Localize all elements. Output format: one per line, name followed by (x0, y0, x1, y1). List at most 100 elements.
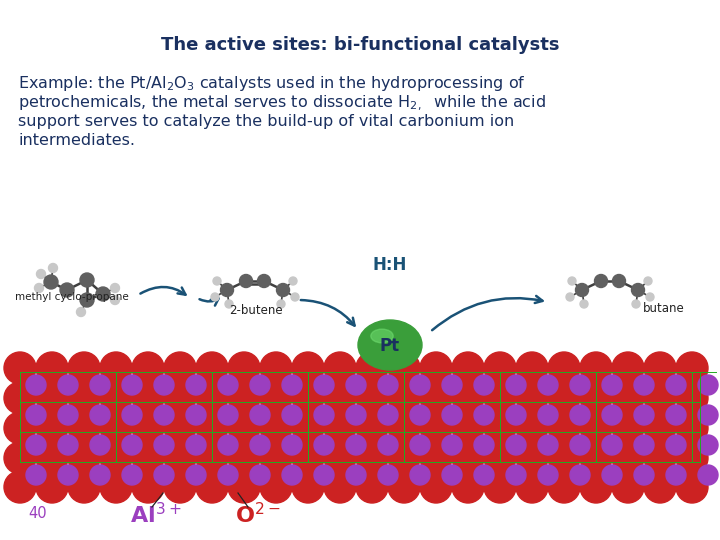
Circle shape (48, 264, 58, 273)
Circle shape (164, 352, 196, 384)
Circle shape (196, 442, 228, 474)
Circle shape (164, 442, 196, 474)
Circle shape (666, 465, 686, 485)
Text: methyl cyclo-propane: methyl cyclo-propane (15, 292, 129, 302)
Circle shape (644, 471, 676, 503)
Circle shape (324, 352, 356, 384)
Circle shape (292, 412, 324, 444)
Circle shape (388, 471, 420, 503)
Circle shape (388, 352, 420, 384)
Circle shape (346, 465, 366, 485)
Circle shape (154, 375, 174, 395)
Circle shape (420, 412, 452, 444)
Text: H:H: H:H (373, 256, 408, 274)
Circle shape (228, 471, 260, 503)
Circle shape (452, 352, 484, 384)
Circle shape (410, 435, 430, 455)
Circle shape (100, 352, 132, 384)
Circle shape (602, 435, 622, 455)
Circle shape (644, 412, 676, 444)
Circle shape (644, 352, 676, 384)
Circle shape (196, 412, 228, 444)
Text: O$^{2-}$: O$^{2-}$ (235, 502, 280, 528)
Circle shape (282, 405, 302, 425)
Circle shape (90, 375, 110, 395)
Circle shape (570, 405, 590, 425)
Circle shape (228, 442, 260, 474)
Circle shape (132, 412, 164, 444)
Circle shape (484, 382, 516, 414)
Circle shape (96, 287, 110, 301)
Circle shape (378, 405, 398, 425)
Circle shape (612, 471, 644, 503)
Circle shape (538, 375, 558, 395)
Circle shape (220, 284, 233, 296)
Circle shape (676, 442, 708, 474)
Circle shape (516, 412, 548, 444)
Circle shape (132, 471, 164, 503)
Circle shape (595, 274, 608, 287)
Circle shape (100, 412, 132, 444)
Circle shape (388, 412, 420, 444)
Circle shape (258, 274, 271, 287)
Circle shape (218, 375, 238, 395)
Circle shape (68, 352, 100, 384)
Circle shape (516, 382, 548, 414)
Circle shape (548, 352, 580, 384)
Circle shape (613, 274, 626, 287)
Circle shape (4, 352, 36, 384)
Circle shape (122, 435, 142, 455)
Circle shape (666, 435, 686, 455)
Circle shape (4, 412, 36, 444)
Circle shape (68, 471, 100, 503)
Circle shape (698, 435, 718, 455)
Text: intermediates.: intermediates. (18, 133, 135, 148)
Circle shape (132, 352, 164, 384)
Circle shape (516, 471, 548, 503)
Circle shape (260, 382, 292, 414)
Circle shape (356, 352, 388, 384)
Text: Pt: Pt (380, 337, 400, 355)
Circle shape (442, 465, 462, 485)
Circle shape (484, 471, 516, 503)
Circle shape (506, 375, 526, 395)
Circle shape (164, 412, 196, 444)
Ellipse shape (371, 329, 393, 343)
Circle shape (110, 284, 120, 293)
Circle shape (324, 412, 356, 444)
Circle shape (602, 405, 622, 425)
Circle shape (580, 442, 612, 474)
Circle shape (122, 375, 142, 395)
Circle shape (80, 273, 94, 287)
Circle shape (196, 352, 228, 384)
Circle shape (26, 435, 46, 455)
Circle shape (570, 375, 590, 395)
Circle shape (474, 375, 494, 395)
Circle shape (474, 465, 494, 485)
Text: petrochemicals, the metal serves to dissociate H$_2$$_,$  while the acid: petrochemicals, the metal serves to diss… (18, 93, 546, 113)
Circle shape (36, 471, 68, 503)
Circle shape (36, 442, 68, 474)
Circle shape (260, 352, 292, 384)
Circle shape (36, 352, 68, 384)
Circle shape (44, 275, 58, 289)
Circle shape (186, 405, 206, 425)
Circle shape (676, 352, 708, 384)
Circle shape (291, 293, 299, 301)
Circle shape (452, 471, 484, 503)
Circle shape (110, 295, 120, 305)
Circle shape (602, 375, 622, 395)
Circle shape (26, 375, 46, 395)
Circle shape (442, 435, 462, 455)
Circle shape (474, 405, 494, 425)
Circle shape (378, 375, 398, 395)
Circle shape (218, 405, 238, 425)
Circle shape (378, 465, 398, 485)
Circle shape (634, 375, 654, 395)
Circle shape (154, 465, 174, 485)
Circle shape (276, 284, 289, 296)
Circle shape (186, 375, 206, 395)
Text: butane: butane (643, 301, 685, 314)
Circle shape (225, 300, 233, 308)
Circle shape (566, 293, 574, 301)
